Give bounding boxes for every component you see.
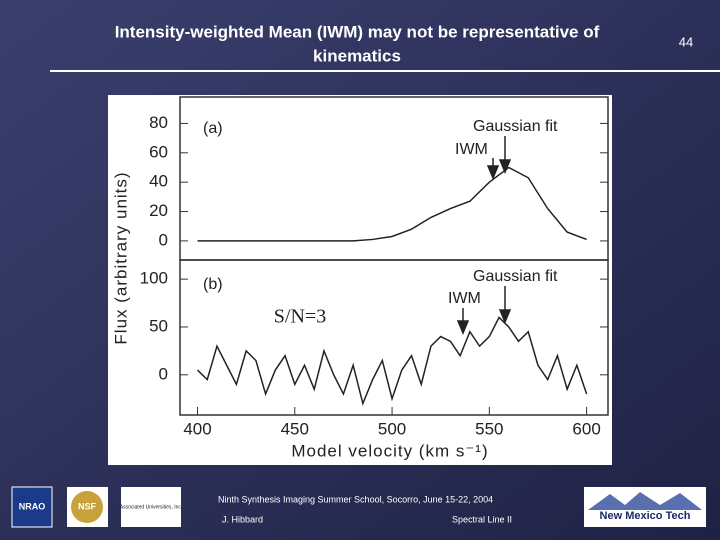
y-tick-label: 0 bbox=[159, 364, 168, 383]
footer-event: Ninth Synthesis Imaging Summer School, S… bbox=[218, 494, 493, 504]
logo-text: Associated Universities, Inc. bbox=[120, 504, 183, 510]
series-line bbox=[197, 166, 587, 242]
footer-author: J. Hibbard bbox=[222, 514, 263, 524]
y-tick-label: 0 bbox=[159, 230, 168, 249]
logo-text: New Mexico Tech bbox=[600, 510, 691, 522]
y-tick-label: 20 bbox=[149, 201, 168, 220]
chart-image bbox=[108, 95, 612, 465]
y-tick-label: 40 bbox=[149, 172, 168, 191]
arrowhead bbox=[498, 309, 512, 324]
logo-text: NRAO bbox=[19, 501, 46, 511]
title: kinematics bbox=[313, 46, 401, 65]
y-tick-label: 60 bbox=[149, 142, 168, 161]
y-tick-label: 50 bbox=[149, 316, 168, 335]
x-tick-label: 450 bbox=[281, 419, 309, 438]
arrowhead bbox=[486, 165, 500, 180]
annotation: IWM bbox=[448, 290, 481, 307]
logo-seal bbox=[71, 491, 103, 523]
logo bbox=[121, 487, 181, 527]
x-tick-label: 500 bbox=[378, 419, 406, 438]
footer-topic: Spectral Line II bbox=[452, 514, 512, 524]
y-tick-label: 80 bbox=[149, 113, 168, 132]
arrowhead bbox=[498, 159, 512, 174]
annotation: (a) bbox=[203, 120, 223, 137]
series-line bbox=[196, 316, 588, 406]
arrowhead bbox=[456, 320, 470, 335]
annotation: S/N=3 bbox=[274, 306, 326, 328]
page-number: 44 bbox=[679, 34, 693, 49]
annotation: Gaussian fit bbox=[473, 268, 558, 285]
y-axis-label: Flux (arbitrary units) bbox=[111, 171, 130, 344]
logo-text: NSF bbox=[78, 501, 97, 511]
x-axis-label: Model velocity (km s⁻¹) bbox=[291, 441, 488, 460]
logo-mountains bbox=[588, 492, 702, 510]
x-tick-label: 600 bbox=[572, 419, 600, 438]
x-tick-label: 550 bbox=[475, 419, 503, 438]
plot-frame bbox=[179, 259, 609, 416]
annotation: Gaussian fit bbox=[473, 118, 558, 135]
annotation: IWM bbox=[455, 141, 488, 158]
y-tick-label: 100 bbox=[140, 269, 168, 288]
title: Intensity-weighted Mean (IWM) may not be… bbox=[115, 22, 600, 41]
x-tick-label: 400 bbox=[183, 419, 211, 438]
logo bbox=[11, 486, 53, 528]
annotation: (b) bbox=[203, 276, 223, 293]
